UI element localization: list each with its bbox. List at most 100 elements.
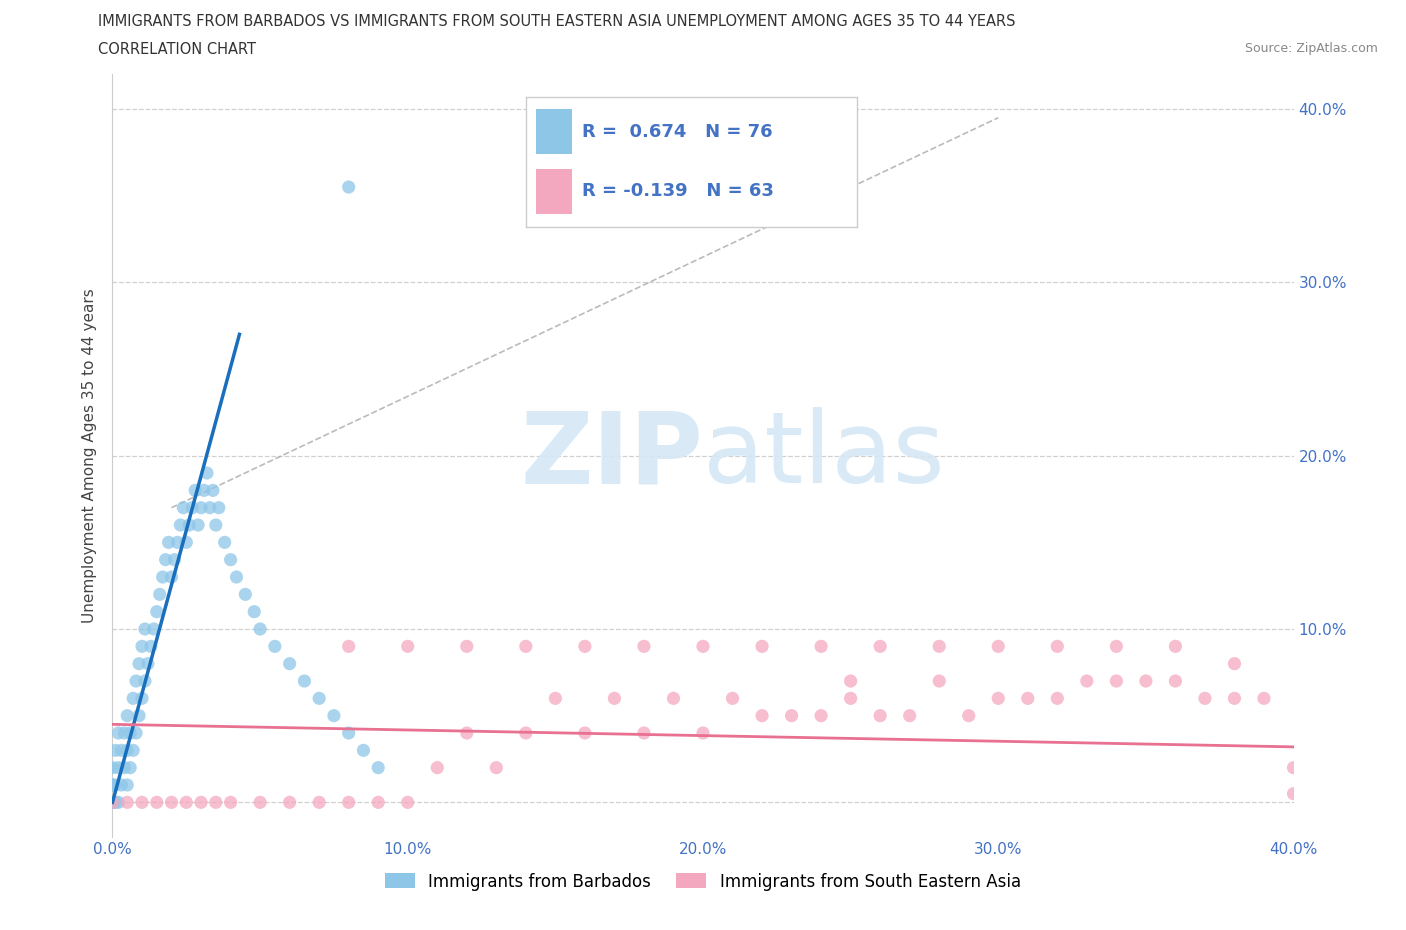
Point: [190, 500, 212, 515]
Point: [337, 795, 360, 810]
Point: [110, 777, 132, 792]
Point: [662, 691, 685, 706]
Point: [485, 760, 508, 775]
Point: [112, 760, 135, 775]
Point: [120, 760, 142, 775]
Point: [136, 657, 159, 671]
Point: [1076, 673, 1098, 688]
Point: [160, 795, 183, 810]
Point: [810, 709, 832, 724]
Point: [1046, 639, 1069, 654]
Text: atlas: atlas: [703, 407, 945, 504]
Point: [198, 500, 221, 515]
Point: [225, 569, 247, 584]
Point: [751, 639, 773, 654]
Point: [233, 587, 256, 602]
Point: [603, 691, 626, 706]
Point: [810, 639, 832, 654]
Point: [574, 725, 596, 740]
Point: [104, 795, 127, 810]
Point: [214, 535, 236, 550]
Point: [125, 673, 148, 688]
Point: [1223, 691, 1246, 706]
Text: Source: ZipAtlas.com: Source: ZipAtlas.com: [1244, 42, 1378, 55]
Point: [101, 777, 124, 792]
Text: CORRELATION CHART: CORRELATION CHART: [98, 42, 256, 57]
Point: [134, 673, 156, 688]
Point: [142, 621, 165, 636]
Point: [869, 709, 891, 724]
Point: [201, 483, 224, 498]
Point: [131, 691, 153, 706]
Point: [574, 639, 596, 654]
Point: [205, 795, 228, 810]
Point: [193, 483, 215, 498]
Point: [352, 743, 374, 758]
Point: [1282, 760, 1305, 775]
Point: [396, 639, 419, 654]
Point: [692, 639, 714, 654]
Point: [367, 795, 389, 810]
Point: [131, 795, 153, 810]
Point: [278, 795, 301, 810]
Point: [1046, 691, 1069, 706]
Point: [117, 777, 138, 792]
Point: [219, 552, 242, 567]
Point: [205, 518, 228, 533]
Point: [515, 725, 537, 740]
Point: [146, 604, 169, 619]
Point: [166, 535, 188, 550]
Point: [179, 518, 201, 533]
Point: [110, 743, 132, 758]
Point: [101, 795, 124, 810]
Point: [101, 795, 124, 810]
Point: [839, 691, 862, 706]
Point: [122, 691, 145, 706]
Point: [243, 604, 266, 619]
Point: [101, 760, 124, 775]
Point: [898, 709, 921, 724]
Point: [101, 795, 124, 810]
Point: [160, 569, 183, 584]
Point: [780, 709, 803, 724]
Point: [308, 795, 330, 810]
Point: [104, 777, 127, 792]
Point: [174, 795, 197, 810]
Point: [101, 795, 124, 810]
Point: [187, 518, 209, 533]
Point: [101, 795, 124, 810]
Point: [633, 725, 655, 740]
Point: [112, 725, 135, 740]
Point: [1164, 673, 1187, 688]
Point: [292, 673, 315, 688]
Point: [152, 569, 174, 584]
Point: [208, 500, 231, 515]
Text: ZIP: ZIP: [520, 407, 703, 504]
Point: [456, 725, 478, 740]
Point: [174, 535, 197, 550]
Point: [308, 691, 330, 706]
Point: [155, 552, 177, 567]
Point: [101, 777, 124, 792]
Point: [721, 691, 744, 706]
Point: [107, 760, 129, 775]
Point: [1105, 673, 1128, 688]
Point: [1282, 786, 1305, 801]
Point: [456, 639, 478, 654]
Point: [1135, 673, 1157, 688]
Point: [544, 691, 567, 706]
Point: [839, 673, 862, 688]
Point: [426, 760, 449, 775]
Point: [131, 639, 153, 654]
Legend: Immigrants from Barbados, Immigrants from South Eastern Asia: Immigrants from Barbados, Immigrants fro…: [378, 866, 1028, 897]
Point: [146, 795, 169, 810]
Point: [101, 795, 124, 810]
Point: [692, 725, 714, 740]
Point: [117, 743, 138, 758]
Point: [190, 795, 212, 810]
Point: [117, 795, 138, 810]
Point: [1017, 691, 1039, 706]
Point: [1105, 639, 1128, 654]
Point: [101, 795, 124, 810]
Point: [323, 709, 346, 724]
